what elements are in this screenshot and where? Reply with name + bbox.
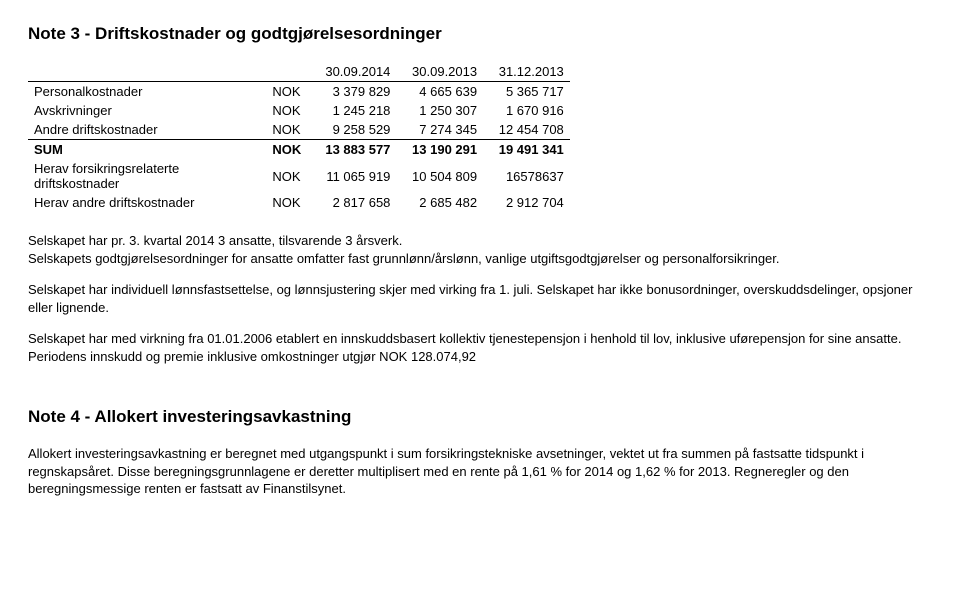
table-header-row: 30.09.2014 30.09.2013 31.12.2013 (28, 62, 570, 82)
table-cell: SUM (28, 140, 266, 160)
table-row: Andre driftskostnaderNOK9 258 5297 274 3… (28, 120, 570, 140)
table-cell: 1 250 307 (396, 101, 483, 120)
table-row: PersonalkostnaderNOK3 379 8294 665 6395 … (28, 82, 570, 102)
table-cell: 13 190 291 (396, 140, 483, 160)
table-cell: 5 365 717 (483, 82, 570, 102)
note4-para1: Allokert investeringsavkastning er bereg… (28, 445, 931, 498)
note3-para4: Selskapet har med virkning fra 01.01.200… (28, 330, 931, 365)
th-col3: 31.12.2013 (483, 62, 570, 82)
table-cell: 16578637 (483, 159, 570, 193)
note3-title: Note 3 - Driftskostnader og godtgjørelse… (28, 24, 931, 44)
table-cell: 2 912 704 (483, 193, 570, 212)
note3-para3: Selskapet har individuell lønnsfastsette… (28, 281, 931, 316)
table-cell: NOK (266, 120, 309, 140)
table-cell: 3 379 829 (310, 82, 397, 102)
th-col1: 30.09.2014 (310, 62, 397, 82)
table-cell: 11 065 919 (310, 159, 397, 193)
table-cell: NOK (266, 101, 309, 120)
table-cell: NOK (266, 193, 309, 212)
table-cell: 4 665 639 (396, 82, 483, 102)
table-cell: NOK (266, 140, 309, 160)
table-cell: 2 817 658 (310, 193, 397, 212)
table-cell: 2 685 482 (396, 193, 483, 212)
note4-title: Note 4 - Allokert investeringsavkastning (28, 407, 931, 427)
th-blank2 (266, 62, 309, 82)
table-row: SUMNOK13 883 57713 190 29119 491 341 (28, 140, 570, 160)
table-cell: 9 258 529 (310, 120, 397, 140)
table-cell: Herav forsikringsrelaterte driftskostnad… (28, 159, 266, 193)
table-cell: 1 670 916 (483, 101, 570, 120)
note3-table: 30.09.2014 30.09.2013 31.12.2013 Persona… (28, 62, 570, 212)
table-row: Herav andre driftskostnaderNOK2 817 6582… (28, 193, 570, 212)
table-cell: 19 491 341 (483, 140, 570, 160)
table-cell: Andre driftskostnader (28, 120, 266, 140)
table-row: Herav forsikringsrelaterte driftskostnad… (28, 159, 570, 193)
table-cell: 1 245 218 (310, 101, 397, 120)
table-row: AvskrivningerNOK1 245 2181 250 3071 670 … (28, 101, 570, 120)
table-cell: Personalkostnader (28, 82, 266, 102)
table-cell: 10 504 809 (396, 159, 483, 193)
table-cell: NOK (266, 159, 309, 193)
table-cell: 13 883 577 (310, 140, 397, 160)
th-col2: 30.09.2013 (396, 62, 483, 82)
table-cell: 12 454 708 (483, 120, 570, 140)
table-cell: Herav andre driftskostnader (28, 193, 266, 212)
table-cell: Avskrivninger (28, 101, 266, 120)
note3-para1: Selskapet har pr. 3. kvartal 2014 3 ansa… (28, 232, 931, 267)
table-cell: NOK (266, 82, 309, 102)
table-cell: 7 274 345 (396, 120, 483, 140)
th-blank1 (28, 62, 266, 82)
